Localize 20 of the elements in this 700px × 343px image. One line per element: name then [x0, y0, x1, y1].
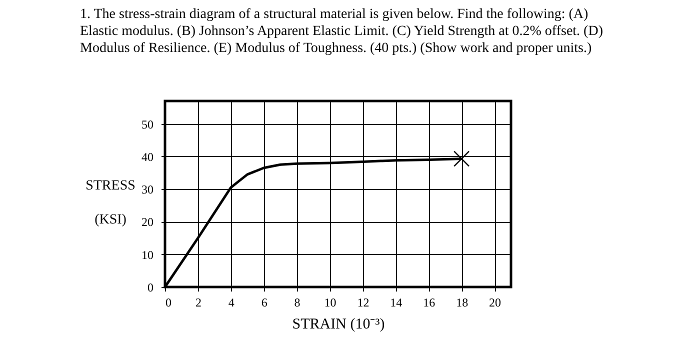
- x-tick-label: 14: [390, 296, 402, 310]
- y-tick-label: 40: [142, 150, 154, 164]
- y-tick-label: 30: [142, 182, 154, 197]
- x-tick-label: 20: [489, 296, 502, 310]
- x-tick-label: 4: [228, 296, 234, 310]
- x-tick-label: 8: [294, 296, 300, 310]
- x-tick-label: 0: [166, 296, 172, 310]
- x-tick-label: 6: [261, 296, 268, 310]
- chart-title: 1. The stress-strain diagram of a structural material is given below. Find the following: (A) Elastic modulus. (B) Johnson’s Apparent Elastic Limit. (C) Yield Strength at 0.2% offset. (D) Modulus of Resilience. (E) Modulus of Toughness. (40 pts.) (Show work and proper units.): [80, 6, 604, 57]
- y-tick-label: 10: [142, 248, 154, 262]
- text: STRESS (KSI): [86, 178, 136, 228]
- y-tick-label: 20: [142, 215, 154, 230]
- x-tick-label: 18: [456, 296, 468, 310]
- x-axis-title: STRAIN (10⁻³): [292, 316, 385, 332]
- x-tick-label: 10: [324, 296, 336, 310]
- x-tick-label: 2: [195, 296, 202, 310]
- y-tick-label: 0: [148, 280, 154, 294]
- y-tick-label: 50: [142, 117, 154, 132]
- x-tick-label: 16: [423, 296, 436, 310]
- x-tick-label: 12: [357, 296, 370, 310]
